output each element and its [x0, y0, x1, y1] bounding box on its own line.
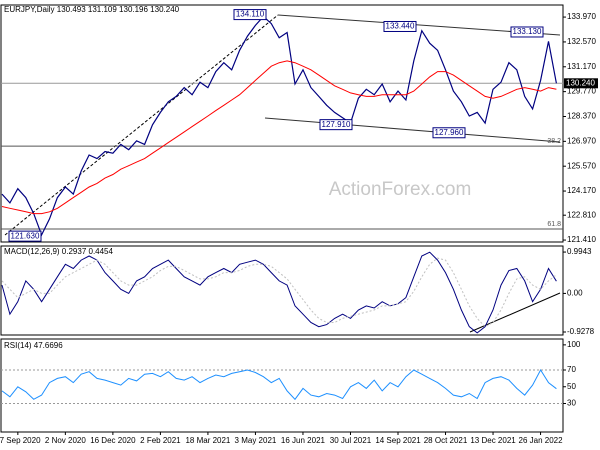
y-tick-label: 129.770	[567, 87, 596, 96]
annotation-label: 133.130	[513, 27, 542, 36]
y-tick-label: 100	[567, 340, 581, 349]
panel-frame	[0, 338, 564, 433]
y-tick-label: 30	[567, 399, 576, 408]
annotation-label: 134.110	[236, 10, 265, 19]
channel-bottom	[264, 117, 561, 143]
y-tick-label: 125.570	[567, 161, 596, 170]
y-tick-label: 126.970	[567, 136, 596, 145]
y-tick-label: 131.170	[567, 62, 596, 71]
fib-label: 38.2	[547, 138, 561, 145]
macd-support-line	[469, 292, 561, 333]
y-tick-label: 0.9943	[567, 247, 592, 256]
last-price-label: 130.240	[566, 78, 595, 87]
x-tick-label: 18 Mar 2021	[185, 436, 230, 445]
x-tick-label: 30 Jul 2021	[330, 436, 372, 445]
panel-title: RSI(14) 47.6696	[4, 341, 63, 350]
watermark: ActionForex.com	[329, 179, 472, 200]
y-tick-label: 50	[567, 382, 576, 391]
y-tick-label: 122.810	[567, 210, 596, 219]
annotation-box	[383, 20, 417, 32]
series-line	[1, 257, 557, 328]
y-tick-label: 133.970	[567, 12, 596, 21]
x-tick-label: 2 Feb 2021	[140, 436, 181, 445]
annotation-label: 133.440	[386, 22, 415, 31]
y-tick-label: 0.00	[567, 289, 583, 298]
annotation-box	[510, 26, 544, 38]
y-tick-label: 132.570	[567, 37, 596, 46]
y-tick-label: 121.410	[567, 235, 596, 244]
panel-title: EURJPY,Daily 130.493 131.109 130.196 130…	[4, 5, 180, 14]
series-line	[1, 15, 557, 237]
y-tick-label: 70	[567, 365, 576, 374]
panel-title: MACD(12,26,9) 0.2937 0.4454	[4, 247, 114, 256]
x-tick-label: 17 Sep 2020	[0, 436, 41, 445]
x-tick-label: 16 Dec 2020	[90, 436, 136, 445]
series-line	[1, 251, 557, 334]
fib-label: 61.8	[547, 221, 561, 228]
last-price-box	[564, 78, 598, 89]
annotation-label: 127.910	[322, 120, 351, 129]
annotation-label: 121.630	[11, 231, 40, 240]
x-tick-label: 26 Jan 2022	[519, 436, 564, 445]
y-tick-label: 124.170	[567, 186, 596, 195]
panel-frame	[0, 245, 564, 336]
x-tick-label: 3 May 2021	[235, 436, 277, 445]
x-tick-label: 13 Dec 2021	[470, 436, 516, 445]
x-tick-label: 14 Sep 2021	[375, 436, 421, 445]
x-tick-label: 28 Oct 2021	[424, 436, 468, 445]
panel-frame	[0, 4, 564, 243]
series-line	[1, 60, 557, 215]
series-line	[1, 369, 557, 401]
y-tick-label: 128.370	[567, 112, 596, 121]
annotation-box	[432, 127, 466, 139]
annotation-box	[8, 230, 42, 242]
x-tick-label: 2 Nov 2020	[45, 436, 86, 445]
annotation-box	[319, 119, 353, 131]
y-tick-label: -0.9278	[567, 327, 595, 336]
annotation-box	[233, 9, 267, 21]
x-tick-label: 16 Jun 2021	[281, 436, 326, 445]
trend-line	[4, 14, 279, 236]
annotation-label: 127.960	[435, 128, 464, 137]
